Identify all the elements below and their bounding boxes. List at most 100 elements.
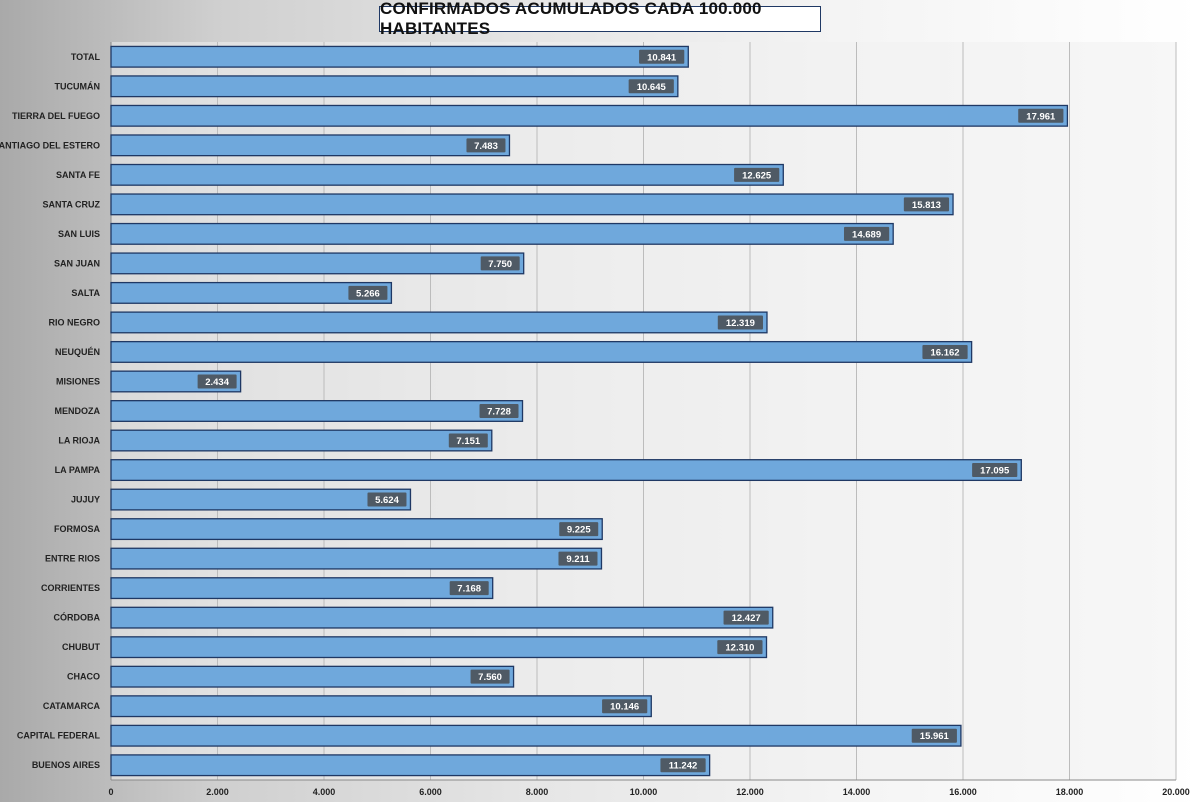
data-label: 5.266	[356, 288, 380, 299]
data-label: 10.645	[637, 82, 667, 93]
bar	[110, 193, 954, 216]
bar	[110, 695, 652, 718]
bar	[110, 636, 768, 659]
bar	[110, 134, 511, 157]
data-label: 5.624	[375, 495, 399, 506]
category-label: SANTIAGO DEL ESTERO	[0, 140, 100, 150]
bar	[110, 459, 1022, 482]
bar	[110, 104, 1069, 127]
bar	[110, 45, 689, 68]
data-label: 14.689	[852, 229, 881, 240]
data-label-box	[717, 640, 763, 655]
bar	[110, 222, 894, 245]
data-label-box	[479, 404, 519, 418]
data-label-box	[449, 581, 489, 596]
category-label: MISIONES	[56, 376, 100, 386]
data-label-box	[558, 551, 598, 566]
category-label: FORMOSA	[54, 524, 100, 534]
data-label-box	[197, 374, 237, 389]
data-label: 12.625	[742, 170, 772, 181]
category-label: NEUQUÉN	[55, 347, 100, 357]
x-tick-label: 4.000	[313, 787, 336, 797]
data-label-box	[972, 463, 1018, 478]
category-label: LA PAMPA	[55, 465, 101, 475]
data-label-box	[922, 344, 968, 359]
data-label: 10.146	[610, 702, 639, 713]
data-label: 2.434	[205, 377, 229, 388]
data-label-box	[470, 669, 510, 684]
data-label: 11.242	[669, 761, 698, 772]
bar	[110, 252, 525, 275]
x-tick-label: 18.000	[1056, 787, 1084, 797]
data-label: 16.162	[930, 347, 959, 358]
bar	[110, 429, 493, 452]
data-label: 9.225	[567, 525, 591, 536]
category-label: CHACO	[67, 672, 100, 682]
data-label: 15.961	[920, 731, 950, 742]
bar	[110, 311, 768, 334]
bar	[110, 754, 711, 777]
x-tick-label: 12.000	[736, 787, 764, 797]
category-label: TUCUMÁN	[55, 81, 101, 91]
data-label-box	[367, 492, 407, 507]
category-label: ENTRE RIOS	[45, 554, 100, 564]
x-tick-label: 2.000	[206, 787, 229, 797]
bar	[110, 665, 515, 688]
data-label-box	[660, 758, 706, 773]
category-label: CHUBUT	[62, 642, 100, 652]
bar	[110, 724, 962, 747]
data-label-box	[911, 728, 957, 743]
category-label: SALTA	[71, 288, 100, 298]
x-tick-label: 6.000	[419, 787, 442, 797]
data-label-box	[628, 79, 674, 94]
bar	[110, 340, 973, 363]
x-tick-label: 8.000	[526, 787, 549, 797]
category-label: CATAMARCA	[43, 701, 101, 711]
data-label-box	[734, 167, 780, 182]
data-label-box	[348, 285, 388, 300]
category-label: MENDOZA	[55, 406, 101, 416]
data-label: 7.560	[478, 672, 502, 683]
data-label: 17.961	[1026, 111, 1056, 122]
bar	[110, 75, 679, 98]
data-label-box	[639, 49, 685, 64]
data-label-box	[717, 315, 763, 330]
category-label: CAPITAL FEDERAL	[17, 731, 101, 741]
category-label: SANTA FE	[56, 170, 100, 180]
data-label-box	[448, 433, 488, 448]
category-label: LA RIOJA	[58, 436, 100, 446]
bar	[110, 488, 412, 511]
data-label-box	[903, 197, 950, 212]
x-tick-label: 10.000	[630, 787, 658, 797]
category-label: SANTA CRUZ	[43, 199, 101, 209]
data-label-box	[602, 699, 648, 714]
data-label-box	[466, 138, 506, 153]
data-label: 12.310	[725, 643, 754, 654]
bar	[110, 547, 603, 570]
data-label: 12.319	[726, 318, 755, 329]
bar	[110, 400, 524, 422]
bar	[110, 606, 774, 629]
bar	[110, 281, 393, 304]
data-label-box	[559, 522, 599, 537]
category-label: TIERRA DEL FUEGO	[12, 111, 100, 121]
category-label: TOTAL	[71, 52, 101, 62]
category-label: RIO NEGRO	[48, 317, 100, 327]
bar	[110, 518, 603, 541]
category-label: BUENOS AIRES	[32, 760, 100, 770]
category-label: CORRIENTES	[41, 583, 100, 593]
data-label: 7.168	[457, 584, 481, 595]
category-label: JUJUY	[71, 495, 100, 505]
data-label-box	[480, 256, 520, 271]
data-label: 7.483	[474, 141, 498, 152]
category-label: SAN LUIS	[58, 229, 100, 239]
category-label: SAN JUAN	[54, 258, 100, 268]
data-label-box	[723, 610, 769, 625]
bar	[110, 577, 494, 600]
data-label: 12.427	[732, 613, 761, 624]
data-label-box	[1018, 108, 1064, 123]
x-tick-label: 16.000	[949, 787, 977, 797]
data-label: 9.211	[566, 554, 590, 565]
